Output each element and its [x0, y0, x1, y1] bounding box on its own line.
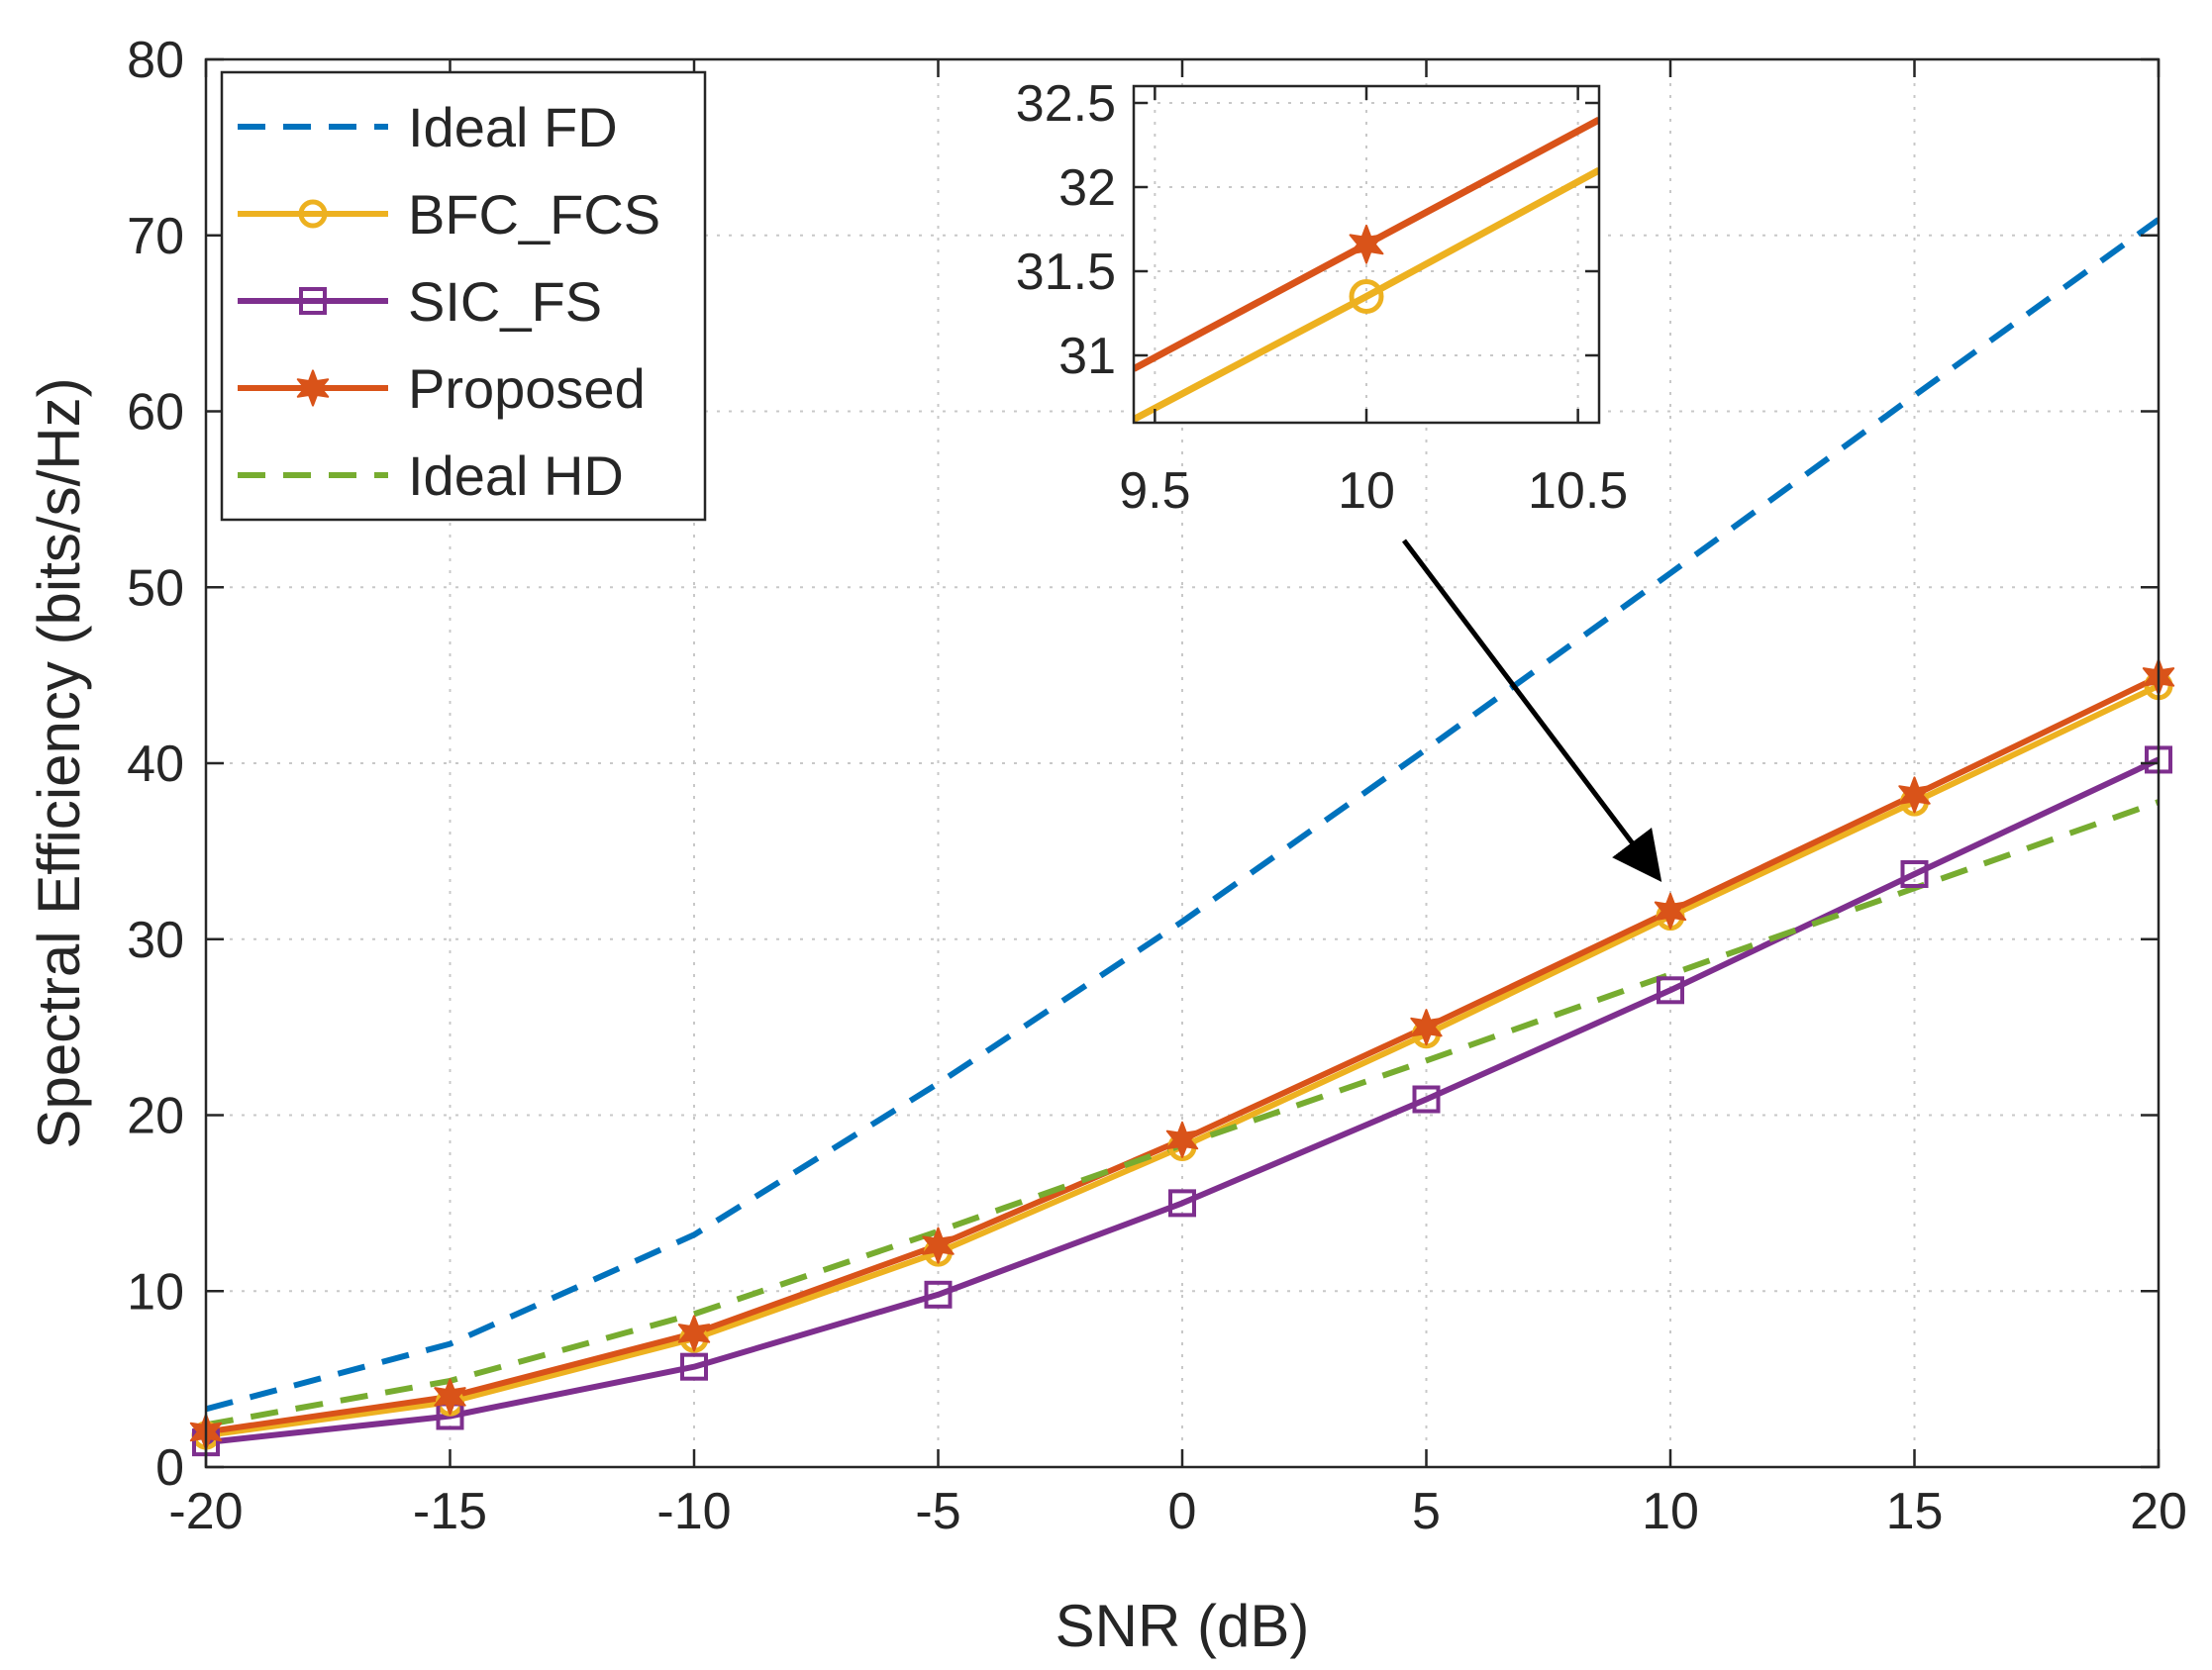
inset-tick-marks	[1134, 86, 1599, 423]
legend-label: Proposed	[408, 357, 646, 420]
legend-marker	[298, 199, 328, 229]
inset-y-tick-label: 32	[1058, 159, 1116, 217]
inset-y-tick-label: 31	[1058, 328, 1116, 385]
x-tick-label: 0	[1168, 1483, 1197, 1540]
series-line-sic-fs	[206, 756, 2159, 1446]
y-tick-label: 10	[127, 1263, 184, 1321]
legend: Ideal FD BFC_FCS SIC_FS Proposed Ideal HD	[220, 70, 707, 522]
data-point-proposed	[1654, 892, 1687, 930]
y-axis-label: Spectral Efficiency (bits/s/Hz)	[26, 377, 92, 1148]
series-line-ideal-fd	[206, 217, 2159, 1413]
inset-data-point-bfc-fcs	[1349, 279, 1384, 314]
inset-plot: 9.5 10 10.5 31 31.5 32 32.5	[1016, 75, 1628, 520]
y-tick-label: 40	[127, 736, 184, 793]
inset-x-tick-label: 10.5	[1528, 462, 1628, 520]
x-tick-label: -20	[168, 1483, 243, 1540]
data-point-proposed	[1165, 1121, 1199, 1158]
data-point-sic-fs	[1412, 1085, 1441, 1114]
legend-marker	[299, 287, 327, 315]
data-point-proposed	[434, 1378, 466, 1416]
legend-entries: Ideal FD BFC_FCS SIC_FS Proposed Ideal HD	[238, 96, 660, 507]
data-point-sic-fs	[1657, 976, 1684, 1005]
y-tick-label: 60	[127, 384, 184, 442]
x-tick-labels: -20 -15 -10 -5 0 5 10 15 20	[168, 1483, 2187, 1540]
inset-x-tick-label: 10	[1338, 462, 1395, 520]
inset-y-tick-label: 32.5	[1016, 75, 1116, 133]
x-tick-label: -5	[915, 1483, 960, 1540]
legend-label: Ideal FD	[408, 96, 618, 158]
x-tick-label: 10	[1642, 1483, 1699, 1540]
inset-x-tick-label: 9.5	[1119, 462, 1190, 520]
data-point-sic-fs	[924, 1280, 953, 1309]
x-tick-label: -10	[656, 1483, 731, 1540]
y-tick-labels: 0 10 20 30 40 50 60 70 80	[127, 32, 184, 1497]
legend-entry-sic-fs: SIC_FS	[238, 270, 602, 333]
y-tick-label: 30	[127, 912, 184, 969]
legend-label: Ideal HD	[408, 444, 624, 507]
data-point-sic-fs	[680, 1352, 708, 1381]
legend-label: SIC_FS	[408, 270, 602, 333]
x-tick-label: 15	[1886, 1483, 1944, 1540]
inset-series-line-bfc-fcs	[1134, 166, 1599, 423]
y-tick-label: 70	[127, 208, 184, 265]
x-tick-label: 20	[2130, 1483, 2187, 1540]
legend-marker	[296, 369, 330, 407]
data-point-sic-fs	[1900, 859, 1929, 888]
inset-y-tick-labels: 31 31.5 32 32.5	[1016, 75, 1116, 385]
inset-y-tick-label: 31.5	[1016, 244, 1116, 301]
data-point-proposed	[1410, 1009, 1443, 1046]
data-point-proposed	[922, 1227, 955, 1264]
y-tick-label: 20	[127, 1088, 184, 1145]
x-tick-label: 5	[1412, 1483, 1441, 1540]
inset-marker-layer	[1349, 224, 1384, 314]
x-tick-label: -15	[413, 1483, 487, 1540]
y-tick-label: 50	[127, 559, 184, 617]
x-axis-label: SNR (dB)	[1056, 1593, 1310, 1659]
legend-entry-ideal-hd: Ideal HD	[238, 444, 624, 507]
y-tick-label: 0	[155, 1439, 184, 1497]
legend-entry-proposed: Proposed	[238, 357, 646, 420]
legend-entry-bfc-fcs: BFC_FCS	[238, 183, 660, 246]
zoom-arrow	[1402, 539, 1662, 882]
data-point-proposed	[677, 1315, 711, 1352]
data-point-proposed	[1898, 776, 1931, 814]
data-point-sic-fs	[1168, 1189, 1196, 1218]
inset-data-point-proposed	[1349, 224, 1384, 264]
legend-label: BFC_FCS	[408, 183, 660, 246]
inset-x-tick-labels: 9.5 10 10.5	[1119, 462, 1628, 520]
legend-entry-ideal-fd: Ideal FD	[238, 96, 618, 158]
y-tick-label: 80	[127, 32, 184, 89]
